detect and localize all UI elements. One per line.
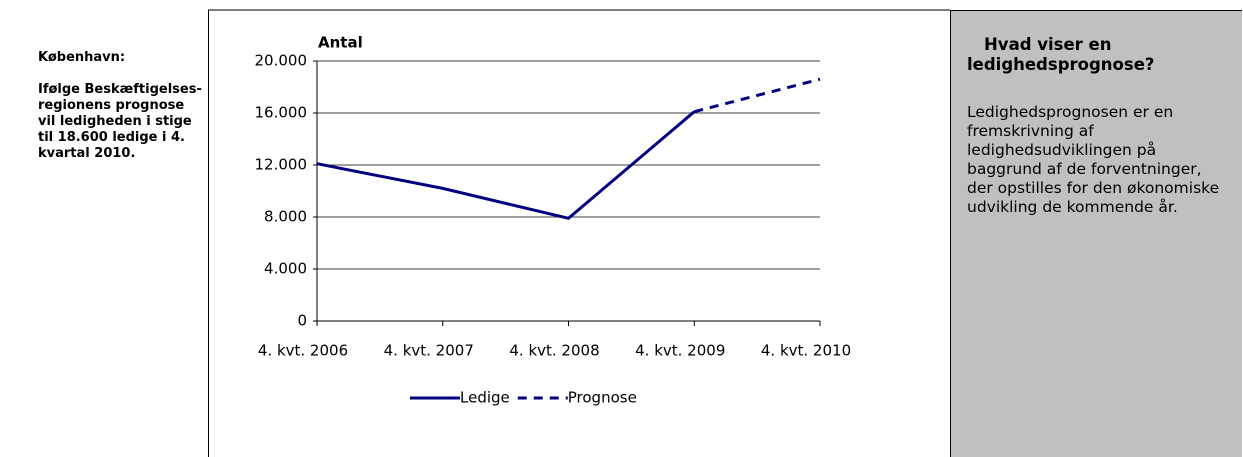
y-tick-label: 20.000 bbox=[255, 52, 308, 70]
series-line bbox=[316, 110, 696, 220]
legend-label: Ledige bbox=[460, 389, 510, 407]
sidebar-text: Ifølge Beskæftigelses-regionens prognose… bbox=[38, 82, 202, 161]
y-tick-label: 0 bbox=[297, 312, 307, 330]
x-tick-label: 4. kvt. 2009 bbox=[635, 342, 725, 360]
info-heading-text: Hvad viser en ledighedsprognose? bbox=[967, 35, 1155, 74]
y-tick-label: 16.000 bbox=[255, 104, 308, 122]
sidebar: København: Ifølge Beskæftigelses-regione… bbox=[38, 50, 203, 178]
x-tick-label: 4. kvt. 2006 bbox=[258, 342, 348, 360]
sidebar-heading: København: bbox=[38, 50, 126, 65]
x-tick-label: 4. kvt. 2008 bbox=[509, 342, 599, 360]
y-tick-label: 12.000 bbox=[255, 156, 308, 174]
x-tick-label: 4. kvt. 2010 bbox=[761, 342, 851, 360]
info-heading: Hvad viser en ledighedsprognose? bbox=[967, 35, 1232, 75]
y-axis-title: Antal bbox=[318, 34, 363, 52]
y-tick-label: 8.000 bbox=[264, 208, 307, 226]
info-text: Ledighedsprognosen er en fremskrivning a… bbox=[967, 103, 1220, 216]
legend-label: Prognose bbox=[568, 389, 637, 407]
info-panel: Hvad viser en ledighedsprognose? Ledighe… bbox=[950, 10, 1242, 457]
x-tick-label: 4. kvt. 2007 bbox=[384, 342, 474, 360]
series-line bbox=[693, 77, 821, 114]
chart: Antal 0 4.000 8.000 12.000 16.000 20.000 4. kv… bbox=[208, 9, 950, 457]
y-tick-label: 4.000 bbox=[264, 260, 307, 278]
